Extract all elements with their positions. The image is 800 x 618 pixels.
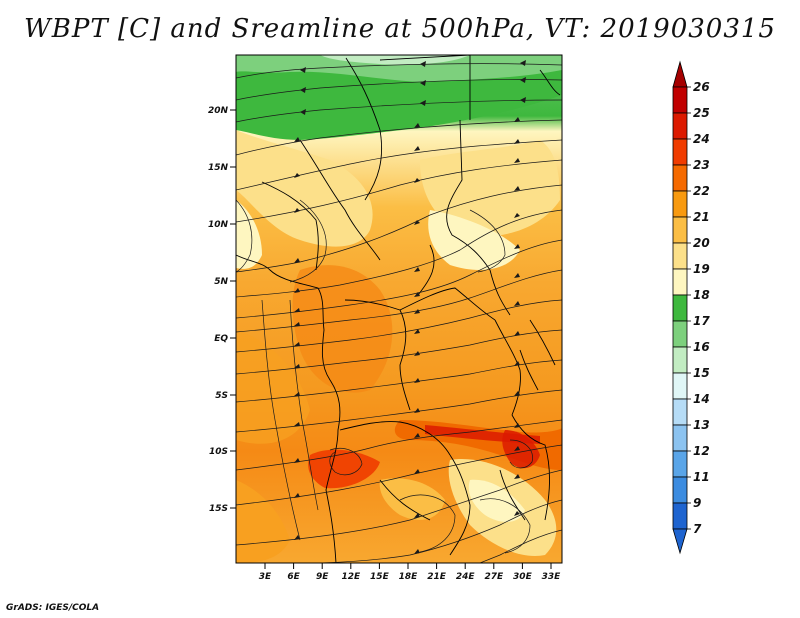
colorbar-label: 14: [693, 392, 710, 406]
lat-tick-label: 20N: [208, 106, 229, 116]
map-frame: [235, 54, 563, 564]
colorbar-label: 11: [693, 470, 710, 484]
colorbar-label: 21: [693, 210, 710, 224]
lon-tick-label: 6E: [287, 572, 300, 582]
lon-tick-label: 12E: [341, 572, 361, 582]
lat-tick-label: EQ: [214, 334, 228, 344]
colorbar-swatch: [672, 346, 688, 374]
colorbar-top-arrow: [672, 60, 688, 88]
colorbar-swatch: [672, 476, 688, 504]
lon-tick-label: 3E: [259, 572, 272, 582]
colorbar-swatch: [672, 424, 688, 452]
colorbar-swatch: [672, 112, 688, 140]
colorbar-label: 20: [693, 236, 710, 250]
colorbar-swatch: [672, 372, 688, 400]
chart-title: WBPT [C] and Sreamline at 500hPa, VT: 20…: [24, 14, 776, 44]
colorbar-label: 17: [693, 314, 710, 328]
colorbar-label: 15: [693, 366, 710, 380]
colorbar-label: 25: [693, 106, 710, 120]
colorbar-label: 23: [693, 158, 710, 172]
colorbar-label: 12: [693, 444, 710, 458]
wbpt-field: [236, 55, 562, 563]
colorbar-swatch: [672, 164, 688, 192]
colorbar-swatch: [672, 294, 688, 322]
colorbar-label: 24: [693, 132, 710, 146]
colorbar-swatch: [672, 398, 688, 426]
lat-tick-label: 15N: [208, 163, 229, 173]
colorbar-swatch: [672, 190, 688, 218]
colorbar-label: 16: [693, 340, 710, 354]
colorbar-label: 13: [693, 418, 710, 432]
country-borders: [236, 55, 561, 563]
colorbar-swatch: [672, 268, 688, 296]
colorbar-label: 26: [693, 80, 710, 94]
colorbar-label: 19: [693, 262, 710, 276]
lon-tick-label: 24E: [456, 572, 476, 582]
lon-tick-label: 18E: [399, 572, 419, 582]
colorbar-swatch: [672, 502, 688, 530]
colorbar: 26 25 24 23 22 21 20 19 18 17 16 15 14 13 12 11 9 7: [672, 60, 710, 555]
colorbar-label: 18: [693, 288, 710, 302]
colorbar-label: 7: [693, 522, 702, 536]
lon-tick-label: 9E: [316, 572, 329, 582]
lat-tick-label: 15S: [209, 504, 228, 514]
lat-tick-label: 5N: [214, 277, 228, 287]
lon-axis: 3E 6E 9E 12E 15E 18E 21E 24E 27E 30E 33E: [259, 563, 561, 582]
lat-tick-label: 10S: [209, 447, 228, 457]
lon-tick-label: 15E: [370, 572, 390, 582]
colorbar-swatch: [672, 216, 688, 244]
streamlines: [236, 63, 562, 563]
lon-tick-label: 33E: [542, 572, 562, 582]
lat-axis: 20N 15N 10N 5N EQ 5S 10S 15S: [208, 106, 236, 514]
colorbar-swatch: [672, 450, 688, 478]
lon-tick-label: 27E: [484, 572, 504, 582]
streamline-arrows: [294, 60, 526, 554]
colorbar-bottom-arrow: [672, 528, 688, 555]
colorbar-label: 22: [693, 184, 710, 198]
lat-tick-label: 10N: [208, 220, 229, 230]
lon-tick-label: 21E: [427, 572, 447, 582]
colorbar-swatch: [672, 320, 688, 348]
lat-tick-label: 5S: [215, 391, 228, 401]
lon-tick-label: 30E: [513, 572, 533, 582]
colorbar-swatch: [672, 242, 688, 270]
colorbar-swatch: [672, 138, 688, 166]
colorbar-label: 9: [693, 496, 701, 510]
colorbar-swatch: [672, 86, 688, 114]
credit-text: GrADS: IGES/COLA: [6, 603, 100, 613]
